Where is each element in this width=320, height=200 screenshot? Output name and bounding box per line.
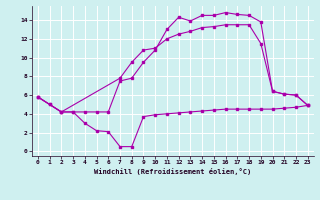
X-axis label: Windchill (Refroidissement éolien,°C): Windchill (Refroidissement éolien,°C) [94,168,252,175]
